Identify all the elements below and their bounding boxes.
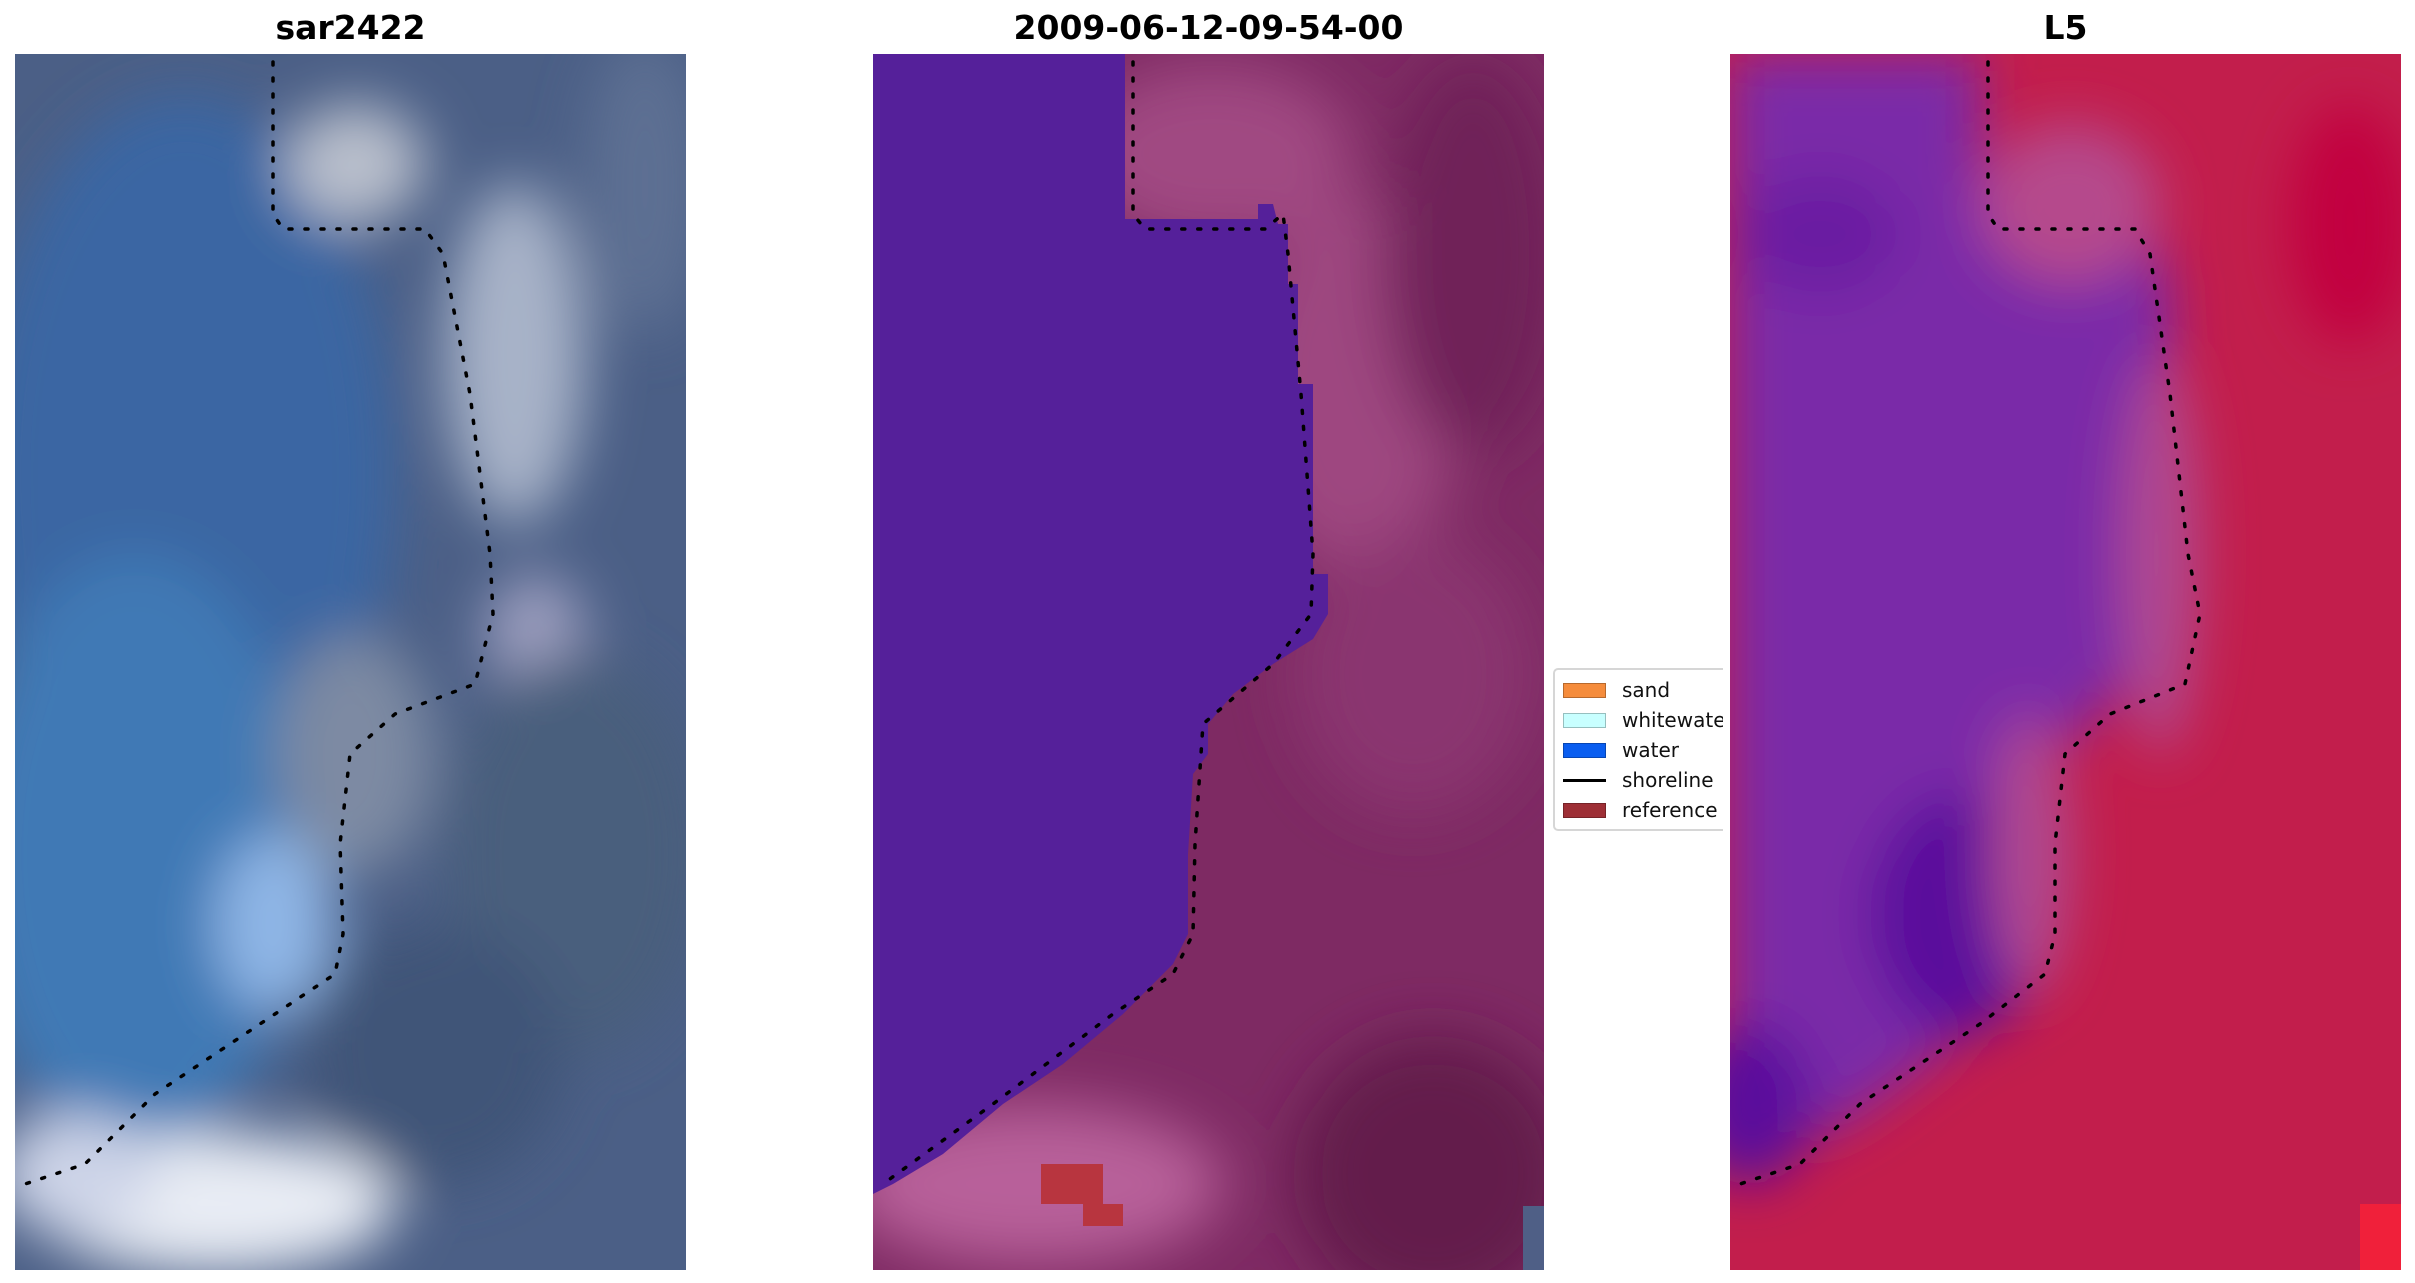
reference-shoreline-swatch [1563, 802, 1606, 818]
sand-swatch [1563, 682, 1606, 698]
reference-shoreline-patch [1041, 1164, 1123, 1226]
legend-item-reference-shoreline: reference shoreline [1563, 796, 1723, 824]
rgb-image-panel [15, 54, 686, 1270]
index-image-panel [1730, 54, 2401, 1270]
shoreline-dots [23, 60, 495, 1186]
shoreline-line-icon [1563, 778, 1606, 782]
panel-title-index: L5 [2043, 8, 2088, 47]
whitewater-swatch [1563, 712, 1606, 728]
classified-image [873, 54, 1544, 1270]
water-class-area [873, 54, 1328, 1194]
legend-label-reference-shoreline: reference shoreline [1622, 798, 1723, 822]
legend-label-shoreline: shoreline [1622, 768, 1714, 792]
classified-image-panel [873, 54, 1544, 1270]
index-image [1730, 54, 2401, 1270]
panel-title-rgb: sar2422 [275, 8, 426, 47]
legend-label-water: water [1622, 738, 1679, 762]
legend-item-whitewater: whitewater [1563, 706, 1723, 734]
legend-item-water: water [1563, 736, 1679, 764]
legend-label-sand: sand [1622, 678, 1671, 702]
water-swatch [1563, 742, 1606, 758]
legend: sand whitewater water shoreline referenc… [1553, 668, 1723, 831]
rgb-image [15, 54, 686, 1270]
legend-item-sand: sand [1563, 676, 1670, 704]
panel-title-classified: 2009-06-12-09-54-00 [1013, 8, 1404, 47]
legend-item-shoreline: shoreline [1563, 766, 1714, 794]
legend-label-whitewater: whitewater [1622, 708, 1723, 732]
